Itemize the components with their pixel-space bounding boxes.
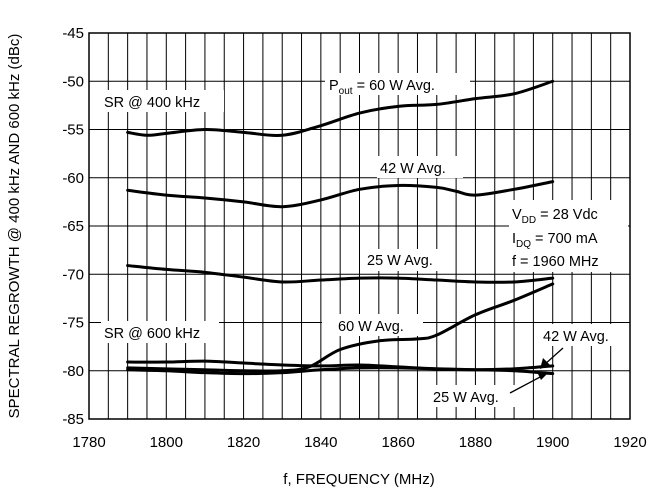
x-tick-label: 1880 <box>459 434 492 451</box>
freq-label: f = 1960 MHz <box>512 254 599 270</box>
w42-upper-label-bg <box>377 156 463 178</box>
y-tick-label: -65 <box>62 218 84 235</box>
y-tick-label: -55 <box>62 122 84 139</box>
plot-frame <box>88 32 631 420</box>
sr400-label: SR @ 400 kHz <box>104 95 200 111</box>
w42-arrowhead-icon <box>540 358 550 369</box>
y-tick-label: -80 <box>62 363 84 380</box>
series-line-4 <box>126 282 555 373</box>
vdd-label: VDD = 28 Vdc <box>512 207 598 226</box>
x-tick-label: 1920 <box>613 434 646 451</box>
sr600-label: SR @ 600 kHz <box>104 326 200 342</box>
x-tick-label: 1840 <box>304 434 337 451</box>
series-line-2 <box>126 180 555 209</box>
idq-label: IDQ = 700 mA <box>512 231 598 250</box>
data-series <box>126 79 555 376</box>
sr400-label-bg <box>101 90 224 112</box>
w25-lower-label-bg <box>430 385 518 407</box>
tick-labels: 1780 1800 1820 1840 1860 1880 1900 1920 -45 -50 -5… <box>62 25 646 451</box>
series-line-6 <box>126 366 555 376</box>
w25-lower-label: 25 W Avg. <box>433 390 499 406</box>
series-line-3 <box>126 264 555 284</box>
y-tick-label: -85 <box>62 411 84 428</box>
y-tick-label: -50 <box>62 73 84 90</box>
x-tick-label: 1820 <box>227 434 260 451</box>
w60-lower-label: 60 W Avg. <box>338 319 404 335</box>
y-tick-label: -45 <box>62 25 84 42</box>
x-tick-label: 1800 <box>150 434 183 451</box>
x-axis-title: f, FREQUENCY (MHz) <box>283 471 434 488</box>
w25-leader-line <box>509 375 543 394</box>
w60-lower-label-bg <box>322 314 423 336</box>
conditions-box <box>509 200 628 272</box>
w42-lower-label-bg <box>540 324 628 346</box>
y-axis-title: SPECTRAL REGROWTH @ 400 kHz AND 600 kHz … <box>6 34 23 419</box>
y-tick-label: -75 <box>62 315 84 332</box>
pout-label: Pout = 60 W Avg. <box>329 78 435 97</box>
x-tick-label: 1860 <box>381 434 414 451</box>
w25-upper-label-bg <box>364 249 450 271</box>
y-tick-label: -60 <box>62 170 84 187</box>
w25-arrowhead-icon <box>537 372 548 380</box>
w42-leader-line <box>543 347 564 366</box>
w42-upper-label: 42 W Avg. <box>380 161 446 177</box>
sr600-label-bg <box>101 321 219 343</box>
x-tick-label: 1900 <box>536 434 569 451</box>
series-line-1 <box>126 79 555 138</box>
pout-label-bg <box>325 73 470 95</box>
w25-upper-label: 25 W Avg. <box>367 253 433 269</box>
w42-lower-label: 42 W Avg. <box>543 329 609 345</box>
x-tick-label: 1780 <box>72 434 105 451</box>
y-tick-label: -70 <box>62 266 84 283</box>
